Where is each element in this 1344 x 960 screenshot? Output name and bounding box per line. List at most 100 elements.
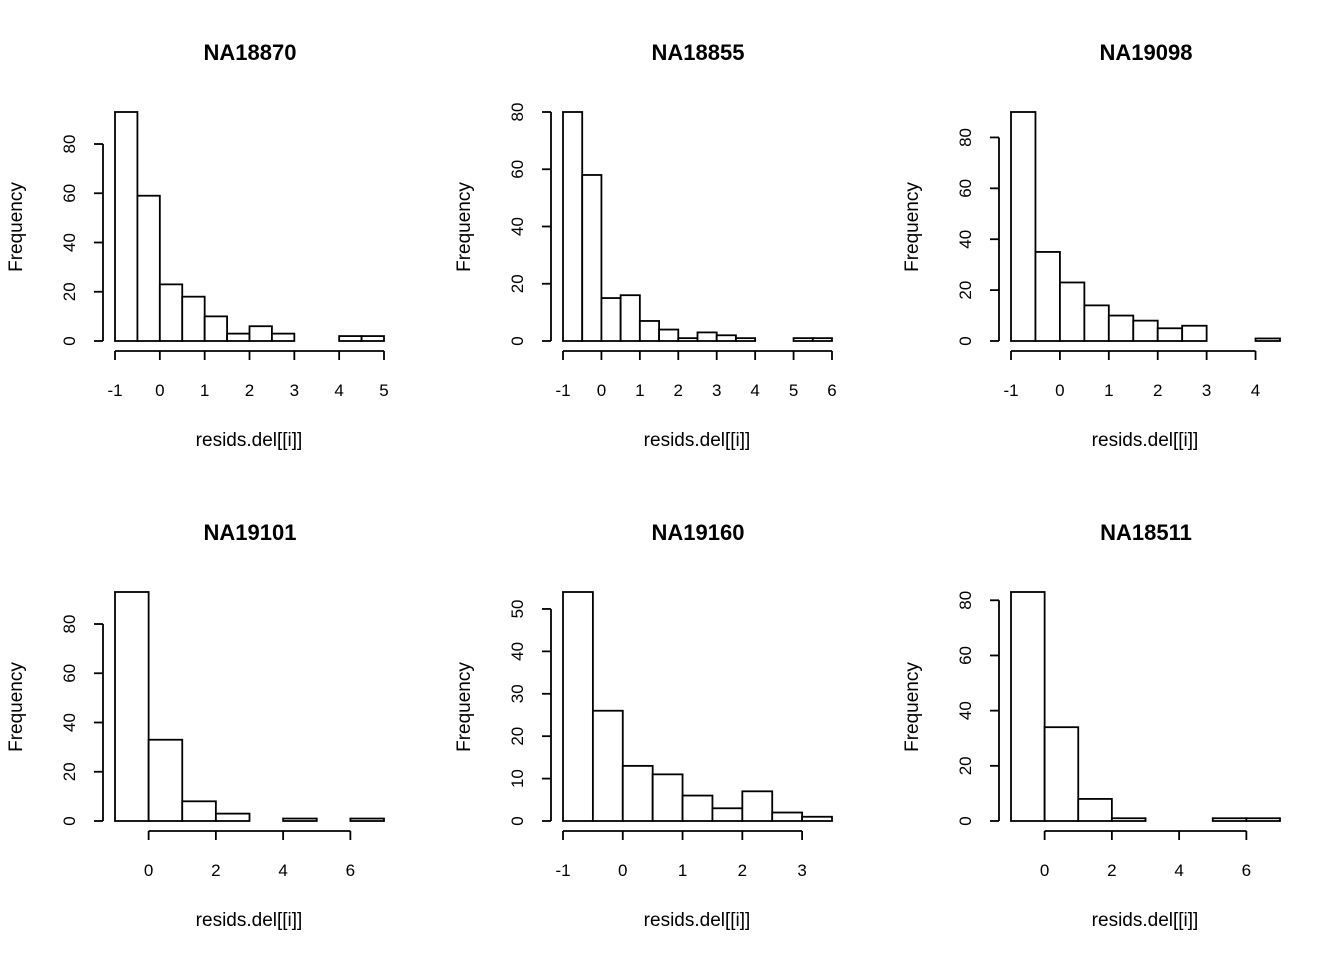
y-tick-label: 60 (956, 179, 975, 198)
y-axis-label: Frequency (6, 182, 27, 272)
histogram-bar (677, 337, 699, 342)
histogram-bar (114, 591, 150, 822)
x-tick-label: 4 (278, 861, 287, 880)
histogram-bar (658, 328, 680, 342)
x-axis-label: resids.del[[i]] (1092, 910, 1199, 931)
y-tick-label: 20 (956, 281, 975, 300)
y-tick-label: 30 (508, 684, 527, 703)
y-tick-label: 20 (956, 756, 975, 775)
x-tick-label: 0 (155, 381, 164, 400)
y-tick-label: 60 (60, 664, 79, 683)
histogram-bar (1010, 591, 1046, 822)
y-tick-label: 40 (60, 713, 79, 732)
y-tick-label: 60 (60, 184, 79, 203)
x-tick-label: 4 (334, 381, 343, 400)
chart-panel-1: NA18870 -1 0 1 2 3 4 5 0 20 40 60 80 resids.del[[i]] F… (6, 40, 389, 451)
histogram-bar (711, 807, 744, 822)
y-axis-label: Frequency (902, 662, 923, 752)
y-tick-label: 40 (956, 701, 975, 720)
chart-panel-3: NA19098-1 0 1 2 3 4020406080resids.del[[i]]Fr… (902, 40, 1281, 451)
histogram-bar (181, 800, 217, 822)
histogram-bar (600, 297, 622, 342)
histogram-bar (715, 334, 737, 342)
histogram-bar (338, 335, 363, 342)
chart-title: NA18855 (652, 40, 745, 65)
x-tick-label: -1 (555, 861, 570, 880)
x-tick-label: 6 (346, 861, 355, 880)
histogram-bar (203, 315, 228, 342)
x-tick-label: 2 (738, 861, 747, 880)
histogram-bar (638, 320, 660, 342)
chart-title: NA19101 (204, 520, 297, 545)
histogram-bar (1156, 327, 1184, 342)
histogram-bar (771, 811, 804, 822)
y-axis-label: Frequency (902, 182, 923, 272)
y-tick-label: 80 (508, 103, 527, 122)
histogram-bar (349, 817, 385, 822)
x-tick-label: 3 (1202, 381, 1211, 400)
y-tick-label: 40 (60, 233, 79, 252)
x-tick-label: 1 (1104, 381, 1113, 400)
histogram-bar (214, 812, 251, 822)
y-tick-label: 40 (508, 217, 527, 236)
y-tick-label: 0 (508, 336, 527, 345)
histogram-bar (621, 764, 654, 822)
x-tick-label: 5 (789, 381, 798, 400)
y-tick-label: 0 (956, 336, 975, 345)
x-tick-label: 3 (290, 381, 299, 400)
histogram-bar (248, 325, 273, 342)
x-tick-label: 2 (674, 381, 683, 400)
histogram-bar (1059, 281, 1086, 342)
x-tick-label: -1 (1003, 381, 1018, 400)
y-tick-label: 0 (60, 336, 79, 345)
x-tick-label: 4 (1174, 861, 1183, 880)
histogram-bar (696, 331, 718, 342)
y-tick-label: 80 (956, 128, 975, 147)
x-axis-label: resids.del[[i]] (196, 910, 303, 931)
histogram-bar (147, 738, 184, 822)
histogram-bar (562, 591, 594, 822)
histogram-bar (1254, 337, 1281, 342)
x-tick-label: 0 (618, 861, 627, 880)
x-tick-label: 0 (1040, 861, 1049, 880)
histogram-bar (1034, 251, 1061, 342)
y-tick-label: 80 (60, 135, 79, 154)
histogram-bar (1132, 319, 1159, 342)
histogram-bar (1043, 726, 1080, 822)
histogram-bar (1107, 314, 1135, 342)
x-axis-label: resids.del[[i]] (644, 910, 751, 931)
x-tick-label: 3 (797, 861, 806, 880)
histogram-bar (226, 332, 251, 342)
histogram-bar (792, 337, 814, 342)
y-tick-label: 20 (60, 762, 79, 781)
x-tick-label: 6 (1242, 861, 1251, 880)
x-tick-label: 0 (1055, 381, 1064, 400)
histogram-bar (801, 815, 833, 822)
x-tick-label: 3 (712, 381, 721, 400)
y-tick-label: 0 (956, 816, 975, 825)
x-tick-label: 6 (827, 381, 836, 400)
histogram-bar (1110, 817, 1147, 822)
histogram-bar (581, 174, 603, 342)
histogram-bar (271, 332, 296, 342)
x-tick-label: 0 (144, 861, 153, 880)
chart-title: NA18870 (204, 40, 297, 65)
y-axis-label: Frequency (6, 662, 27, 752)
histogram-bar (591, 709, 624, 822)
histogram-bar (811, 337, 833, 342)
y-tick-label: 20 (508, 274, 527, 293)
chart-title: NA18511 (1100, 520, 1192, 545)
x-tick-label: -1 (107, 381, 122, 400)
x-tick-label: 4 (750, 381, 759, 400)
y-axis-label: Frequency (454, 182, 475, 272)
histogram-bar (1010, 111, 1037, 342)
histogram-bar (282, 817, 318, 822)
y-tick-label: 20 (60, 282, 79, 301)
histogram-bar (360, 335, 385, 342)
chart-title: NA19098 (1100, 40, 1193, 65)
x-tick-label: 5 (379, 381, 388, 400)
histogram-bar (562, 111, 584, 342)
x-axis-label: resids.del[[i]] (644, 430, 751, 451)
